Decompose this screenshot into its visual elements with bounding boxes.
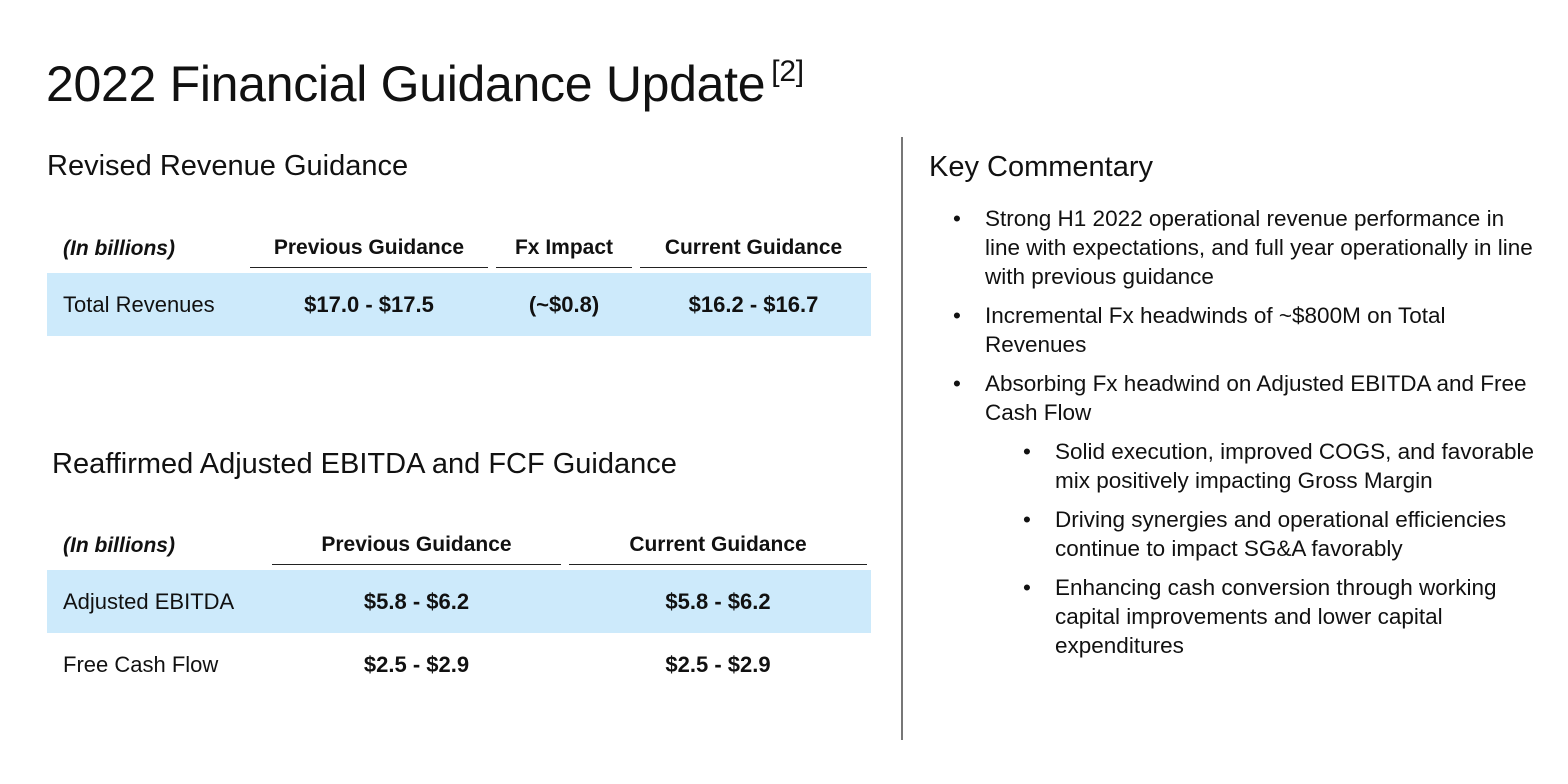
bullet-icon: • — [953, 206, 961, 231]
bullet-icon: • — [1023, 575, 1031, 600]
column-divider — [901, 137, 903, 740]
table-row: Free Cash Flow $2.5 - $2.9 $2.5 - $2.9 — [47, 633, 871, 696]
fx-impact-value: (~$0.8) — [492, 273, 636, 336]
current-guidance-value: $2.5 - $2.9 — [665, 651, 771, 677]
row-label: Free Cash Flow — [63, 651, 219, 677]
bullet-icon: • — [953, 303, 961, 328]
list-item-text: Absorbing Fx headwind on Adjusted EBITDA… — [985, 371, 1527, 425]
fx-impact-header: Fx Impact — [492, 213, 636, 273]
sub-list-item: • Enhancing cash conversion through work… — [1023, 573, 1543, 660]
footnote-marker: [2] — [771, 55, 804, 88]
list-item-text: Incremental Fx headwinds of ~$800M on To… — [985, 303, 1446, 357]
list-item: • Strong H1 2022 operational revenue per… — [953, 204, 1543, 291]
bullet-icon: • — [953, 371, 961, 396]
revenue-guidance-heading: Revised Revenue Guidance — [47, 150, 409, 182]
list-item: • Incremental Fx headwinds of ~$800M on … — [953, 301, 1543, 359]
commentary-list: • Strong H1 2022 operational revenue per… — [953, 204, 1543, 670]
revenue-guidance-table: (In billions) Previous Guidance Fx Impac… — [47, 213, 871, 336]
list-item: • Absorbing Fx headwind on Adjusted EBIT… — [953, 369, 1543, 660]
page-title: 2022 Financial Guidance Update [2] — [46, 40, 804, 116]
units-header: (In billions) — [63, 533, 175, 557]
sub-list-item-text: Driving synergies and operational effici… — [1055, 507, 1507, 561]
key-commentary-heading: Key Commentary — [929, 151, 1154, 183]
row-label: Total Revenues — [47, 273, 246, 336]
page-title-text: 2022 Financial Guidance Update — [46, 56, 766, 112]
row-label: Adjusted EBITDA — [47, 570, 268, 633]
commentary-sublist: • Solid execution, improved COGS, and fa… — [1023, 437, 1543, 660]
sub-list-item-text: Solid execution, improved COGS, and favo… — [1055, 439, 1535, 493]
table-row: Total Revenues $17.0 - $17.5 (~$0.8) $16… — [47, 273, 871, 336]
table-header-row: (In billions) Previous Guidance Fx Impac… — [47, 213, 871, 273]
current-guidance-header: Current Guidance — [636, 213, 871, 273]
sub-list-item: • Solid execution, improved COGS, and fa… — [1023, 437, 1543, 495]
ebitda-guidance-heading: Reaffirmed Adjusted EBITDA and FCF Guida… — [52, 448, 677, 480]
current-guidance-value: $5.8 - $6.2 — [565, 570, 871, 633]
previous-guidance-header: Previous Guidance — [268, 510, 565, 570]
units-header: (In billions) — [63, 236, 175, 260]
previous-guidance-value: $5.8 - $6.2 — [268, 570, 565, 633]
bullet-icon: • — [1023, 439, 1031, 464]
list-item-text: Strong H1 2022 operational revenue perfo… — [985, 206, 1533, 289]
ebitda-guidance-table: (In billions) Previous Guidance Current … — [47, 510, 871, 696]
sub-list-item-text: Enhancing cash conversion through workin… — [1055, 575, 1497, 658]
current-guidance-value: $16.2 - $16.7 — [636, 273, 871, 336]
current-guidance-header: Current Guidance — [565, 510, 871, 570]
sub-list-item: • Driving synergies and operational effi… — [1023, 505, 1543, 563]
previous-guidance-value: $2.5 - $2.9 — [363, 651, 470, 677]
previous-guidance-value: $17.0 - $17.5 — [246, 273, 492, 336]
bullet-icon: • — [1023, 507, 1031, 532]
table-row: Adjusted EBITDA $5.8 - $6.2 $5.8 - $6.2 — [47, 570, 871, 633]
table-header-row: (In billions) Previous Guidance Current … — [47, 510, 871, 570]
previous-guidance-header: Previous Guidance — [246, 213, 492, 273]
